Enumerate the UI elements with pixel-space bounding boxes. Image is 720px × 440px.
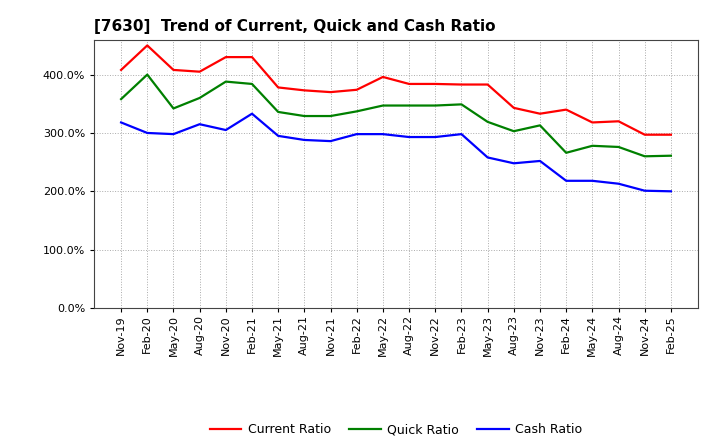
Cash Ratio — [667, 189, 675, 194]
Quick Ratio — [431, 103, 440, 108]
Current Ratio — [379, 74, 387, 80]
Current Ratio — [143, 43, 152, 48]
Current Ratio — [510, 105, 518, 110]
Current Ratio — [326, 89, 335, 95]
Text: [7630]  Trend of Current, Quick and Cash Ratio: [7630] Trend of Current, Quick and Cash … — [94, 19, 495, 34]
Quick Ratio — [248, 81, 256, 87]
Current Ratio — [169, 67, 178, 73]
Cash Ratio — [483, 155, 492, 160]
Quick Ratio — [536, 123, 544, 128]
Current Ratio — [274, 85, 282, 90]
Cash Ratio — [379, 132, 387, 137]
Current Ratio — [457, 82, 466, 87]
Current Ratio — [667, 132, 675, 137]
Quick Ratio — [195, 95, 204, 101]
Current Ratio — [640, 132, 649, 137]
Cash Ratio — [300, 137, 309, 143]
Cash Ratio — [222, 128, 230, 133]
Cash Ratio — [614, 181, 623, 187]
Quick Ratio — [326, 114, 335, 119]
Quick Ratio — [300, 114, 309, 119]
Current Ratio — [614, 119, 623, 124]
Quick Ratio — [274, 109, 282, 114]
Cash Ratio — [352, 132, 361, 137]
Cash Ratio — [536, 158, 544, 164]
Cash Ratio — [274, 133, 282, 139]
Quick Ratio — [562, 150, 570, 155]
Quick Ratio — [588, 143, 597, 148]
Quick Ratio — [169, 106, 178, 111]
Cash Ratio — [143, 130, 152, 136]
Current Ratio — [536, 111, 544, 116]
Quick Ratio — [640, 154, 649, 159]
Cash Ratio — [195, 121, 204, 127]
Cash Ratio — [117, 120, 125, 125]
Quick Ratio — [483, 119, 492, 125]
Line: Cash Ratio: Cash Ratio — [121, 114, 671, 191]
Quick Ratio — [222, 79, 230, 84]
Cash Ratio — [326, 139, 335, 144]
Legend: Current Ratio, Quick Ratio, Cash Ratio: Current Ratio, Quick Ratio, Cash Ratio — [205, 418, 587, 440]
Cash Ratio — [248, 111, 256, 116]
Cash Ratio — [405, 134, 413, 139]
Cash Ratio — [510, 161, 518, 166]
Cash Ratio — [431, 134, 440, 139]
Quick Ratio — [457, 102, 466, 107]
Cash Ratio — [457, 132, 466, 137]
Current Ratio — [588, 120, 597, 125]
Quick Ratio — [143, 72, 152, 77]
Quick Ratio — [510, 128, 518, 134]
Current Ratio — [562, 107, 570, 112]
Current Ratio — [300, 88, 309, 93]
Cash Ratio — [169, 132, 178, 137]
Current Ratio — [405, 81, 413, 87]
Quick Ratio — [614, 144, 623, 150]
Quick Ratio — [405, 103, 413, 108]
Current Ratio — [248, 55, 256, 60]
Line: Current Ratio: Current Ratio — [121, 45, 671, 135]
Quick Ratio — [117, 96, 125, 102]
Cash Ratio — [640, 188, 649, 193]
Cash Ratio — [588, 178, 597, 183]
Cash Ratio — [562, 178, 570, 183]
Quick Ratio — [379, 103, 387, 108]
Quick Ratio — [667, 153, 675, 158]
Line: Quick Ratio: Quick Ratio — [121, 75, 671, 156]
Current Ratio — [352, 87, 361, 92]
Current Ratio — [431, 81, 440, 87]
Current Ratio — [117, 67, 125, 73]
Current Ratio — [222, 55, 230, 60]
Current Ratio — [483, 82, 492, 87]
Quick Ratio — [352, 109, 361, 114]
Current Ratio — [195, 69, 204, 74]
